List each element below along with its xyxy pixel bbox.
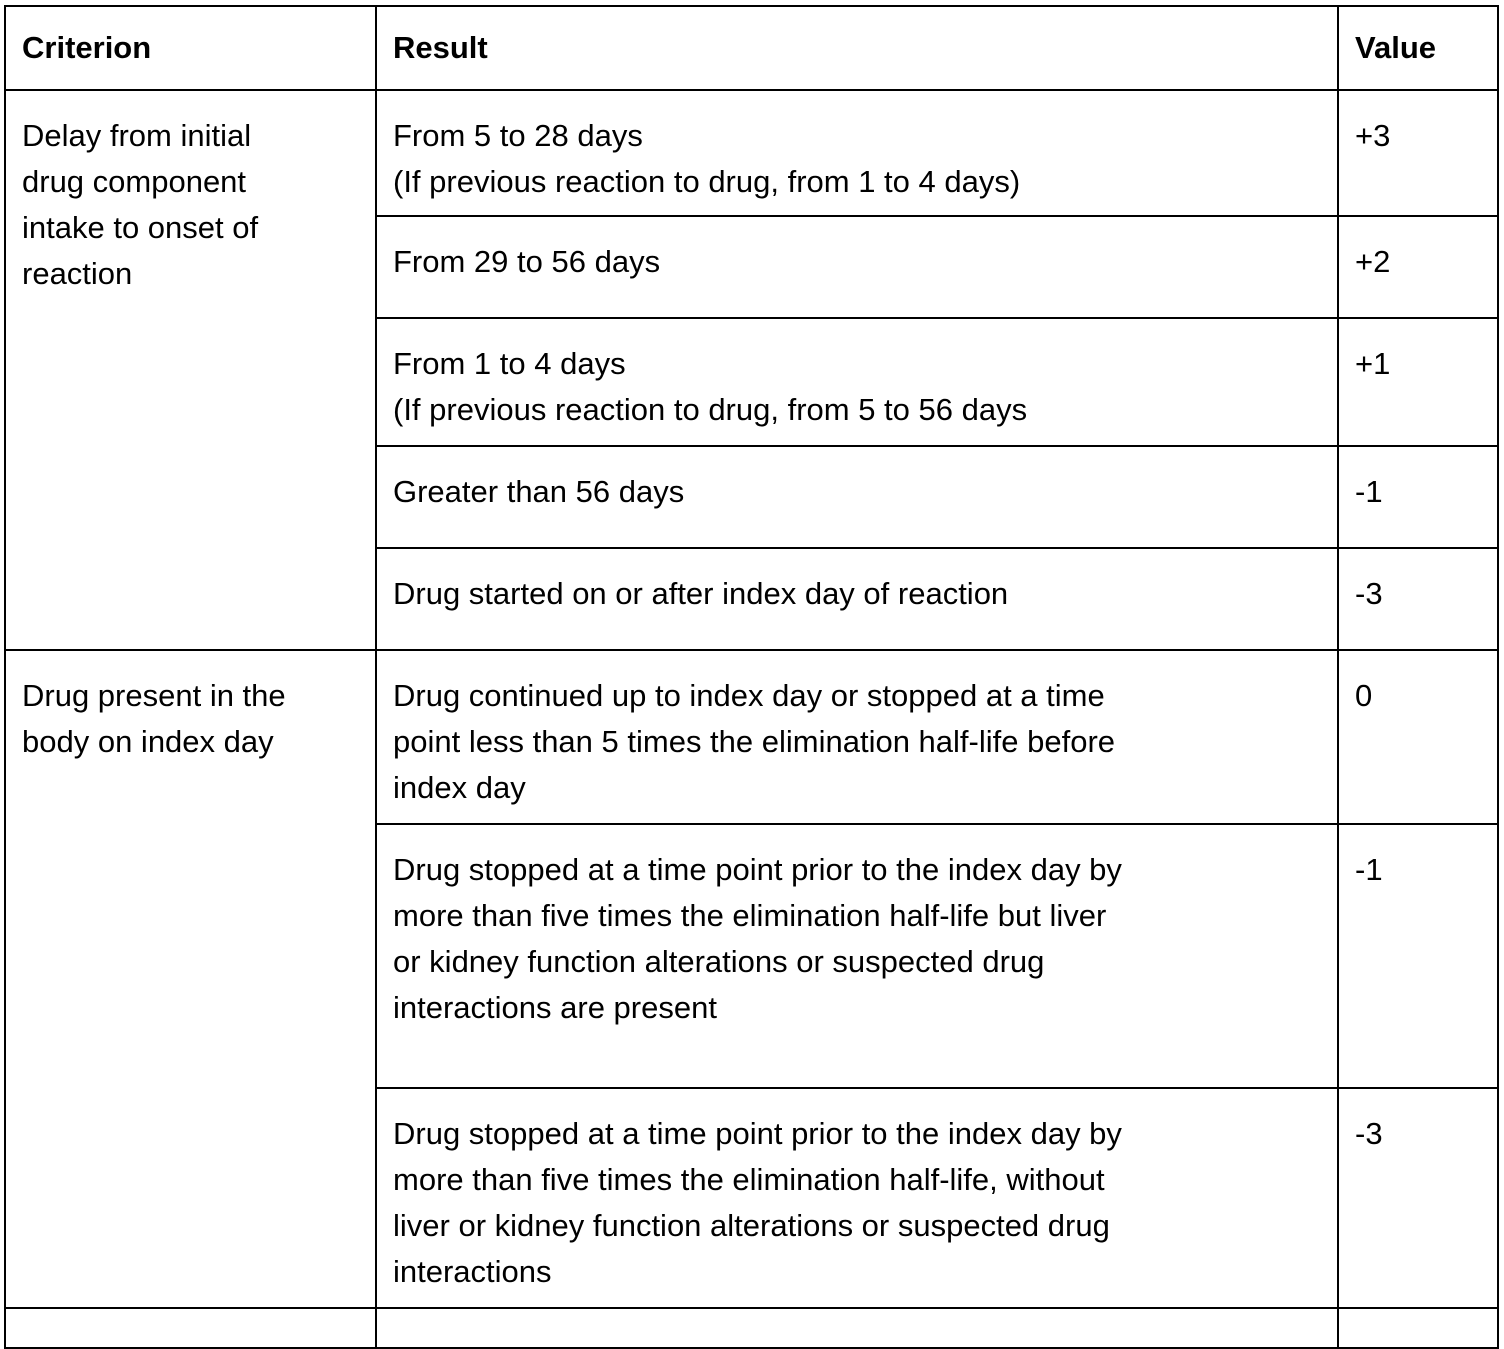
empty-cell	[375, 1307, 1339, 1349]
header-value: Value	[1337, 5, 1499, 91]
value-cell: +2	[1337, 215, 1499, 319]
header-criterion: Criterion	[4, 5, 377, 91]
text-line: From 5 to 28 days	[393, 118, 643, 153]
result-cell: Drug stopped at a time point prior to th…	[375, 1087, 1339, 1309]
criterion-cell: Drug present in the body on index day	[4, 649, 377, 1309]
text-line: Greater than 56 days	[393, 474, 685, 509]
text-line: (If previous reaction to drug, from 1 to…	[393, 164, 1021, 199]
result-cell: From 29 to 56 days	[375, 215, 1339, 319]
result-cell: From 5 to 28 days (If previous reaction t…	[375, 89, 1339, 217]
table-row: Drug stopped at a time point prior to th…	[5, 1087, 1499, 1309]
value-cell: -1	[1337, 823, 1499, 1089]
header-row: Criterion Result Value	[4, 5, 1499, 91]
header-result: Result	[375, 5, 1339, 91]
text-line: or kidney function alterations or suspec…	[393, 944, 1045, 979]
text-line: index day	[393, 770, 526, 805]
result-cell: Greater than 56 days	[375, 445, 1339, 549]
text-line: Drug started on or after index day of re…	[393, 576, 1009, 611]
empty-cell	[4, 1307, 377, 1349]
empty-cell	[1337, 1307, 1499, 1349]
text-line: point less than 5 times the elimination …	[393, 724, 1116, 759]
result-cell: Drug continued up to index day or stoppe…	[375, 649, 1339, 825]
table-row: Drug present in the body on index day Drug…	[4, 649, 1499, 1309]
text-line: Drug stopped at a time point prior to th…	[393, 852, 1122, 887]
text-line: intake to onset of	[22, 210, 259, 245]
text-line: Delay from initial	[22, 118, 252, 153]
table-row: From 29 to 56 days +2	[5, 215, 1499, 319]
table-row: Delay from initial drug component intake t…	[4, 89, 1499, 651]
text-line: (If previous reaction to drug, from 5 to…	[393, 392, 1028, 427]
value-cell: -3	[1337, 1087, 1499, 1309]
table-row: From 1 to 4 days (If previous reaction to…	[5, 317, 1499, 447]
value-cell: +1	[1337, 317, 1499, 447]
text-line: interactions	[393, 1254, 552, 1289]
text-line: Drug present in the	[22, 678, 286, 713]
value-cell: +3	[1337, 89, 1499, 217]
table-row-partial	[4, 1307, 1499, 1349]
value-cell: -1	[1337, 445, 1499, 549]
result-cell: Drug stopped at a time point prior to th…	[375, 823, 1339, 1089]
text-line: From 29 to 56 days	[393, 244, 661, 279]
text-line: more than five times the elimination hal…	[393, 898, 1107, 933]
criterion-cell: Delay from initial drug component intake t…	[4, 89, 377, 651]
table-row: Greater than 56 days -1	[5, 445, 1499, 549]
value-cell: -3	[1337, 547, 1499, 651]
text-line: From 1 to 4 days	[393, 346, 626, 381]
text-line: Drug continued up to index day or stoppe…	[393, 678, 1105, 713]
text-line: reaction	[22, 256, 133, 291]
result-cell: Drug started on or after index day of re…	[375, 547, 1339, 651]
result-cell: From 1 to 4 days (If previous reaction to…	[375, 317, 1339, 447]
text-line: body on index day	[22, 724, 274, 759]
table-row: Drug started on or after index day of re…	[5, 547, 1499, 651]
scoring-table: Criterion Result Value Delay from initia…	[4, 5, 1499, 1349]
text-line: more than five times the elimination hal…	[393, 1162, 1105, 1197]
text-line: liver or kidney function alterations or …	[393, 1208, 1110, 1243]
text-line: drug component	[22, 164, 247, 199]
text-line: Drug stopped at a time point prior to th…	[393, 1116, 1122, 1151]
text-line: interactions are present	[393, 990, 717, 1025]
table-row: Drug stopped at a time point prior to th…	[5, 823, 1499, 1089]
value-cell: 0	[1337, 649, 1499, 825]
